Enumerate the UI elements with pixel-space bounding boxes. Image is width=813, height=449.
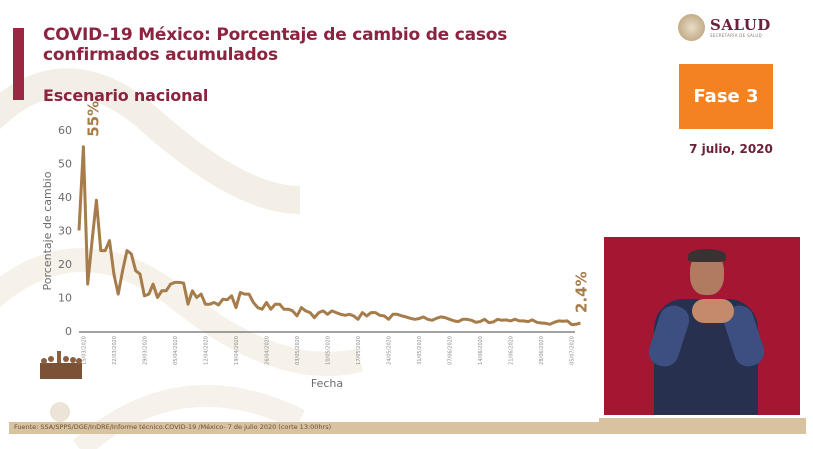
interpreter-hair (688, 249, 726, 262)
title-line-2: confirmados acumulados (43, 45, 278, 65)
mexico-seal-icon (50, 402, 70, 422)
footer-band-right (599, 418, 806, 434)
x-tick-label: 07/06/2020 (448, 336, 454, 365)
line-chart: 0 10 20 30 40 50 60 15/03/2020 22/03/2020 29/03/… (41, 101, 591, 390)
x-tick-label: 05/04/2020 (173, 336, 179, 365)
x-tick-label: 29/03/2020 (142, 336, 148, 365)
source-note: Fuente: SSA/SPPS/DGE/InDRE/Informe técni… (14, 423, 332, 431)
x-tick-label: 10/05/2020 (326, 336, 332, 365)
phase-badge: Fase 3 (679, 64, 773, 129)
x-tick-label: 05/07/2020 (570, 336, 576, 365)
x-axis-ticks: 15/03/2020 22/03/2020 29/03/2020 05/04/2020… (81, 336, 575, 365)
y-tick-label: 20 (58, 258, 72, 271)
y-tick-label: 60 (58, 124, 72, 137)
x-tick-label: 12/04/2020 (203, 336, 209, 365)
report-date: 7 julio, 2020 (689, 142, 773, 156)
y-tick-label: 10 (58, 292, 72, 305)
logo-word: SALUD (710, 16, 771, 34)
heroes-illustration (38, 351, 84, 379)
interpreter-hands (692, 299, 734, 323)
mexico-seal-icon (678, 14, 705, 41)
x-tick-label: 15/03/2020 (81, 336, 87, 365)
x-tick-label: 26/04/2020 (264, 336, 270, 365)
x-tick-label: 19/04/2020 (234, 336, 240, 365)
title-line-1: COVID-19 México: Porcentaje de cambio de… (43, 25, 508, 45)
series-line (77, 145, 581, 327)
x-tick-label: 28/06/2020 (539, 336, 545, 365)
page-subtitle: Escenario nacional (43, 86, 209, 105)
logo-subtitle: SECRETARÍA DE SALUD (710, 33, 762, 38)
y-axis-ticks: 0 10 20 30 40 50 60 (58, 124, 72, 338)
title-accent-bar (13, 28, 24, 100)
x-tick-label: 14/06/2020 (478, 336, 484, 365)
x-axis-label: Fecha (311, 377, 343, 390)
x-tick-label: 31/05/2020 (417, 336, 423, 365)
y-tick-label: 30 (58, 225, 72, 238)
y-axis-label: Porcentaje de cambio (41, 171, 54, 290)
salud-logo: SALUD SECRETARÍA DE SALUD (678, 14, 771, 41)
annotations: 55% 2.4% (84, 101, 590, 313)
page-title: COVID-19 México: Porcentaje de cambio de… (43, 25, 507, 65)
y-tick-label: 50 (58, 158, 72, 171)
x-tick-label: 24/05/2020 (387, 336, 393, 365)
annotation-label: 55% (84, 101, 102, 137)
sign-language-interpreter-video (604, 237, 800, 415)
x-tick-label: 03/05/2020 (295, 336, 301, 365)
x-tick-label: 17/05/2020 (356, 336, 362, 365)
x-tick-label: 22/03/2020 (112, 336, 118, 365)
footer-band (9, 422, 599, 434)
annotation-label: 2.4% (573, 271, 591, 313)
y-tick-label: 0 (65, 325, 72, 338)
x-tick-label: 21/06/2020 (509, 336, 515, 365)
y-tick-label: 40 (58, 191, 72, 204)
